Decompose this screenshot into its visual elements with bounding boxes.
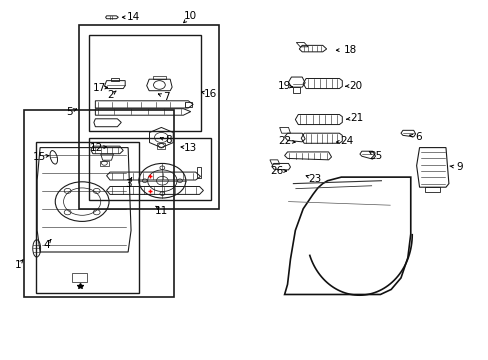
Text: 19: 19 [277, 81, 291, 91]
Bar [72, 273, 87, 282]
Bar [24, 110, 173, 297]
Text: 6: 6 [414, 132, 421, 142]
Text: 23: 23 [307, 174, 321, 184]
Bar [89, 138, 211, 200]
Text: 5: 5 [66, 107, 73, 117]
Bar [79, 25, 218, 209]
Text: 3: 3 [124, 179, 131, 189]
Bar [36, 142, 139, 293]
Text: 25: 25 [368, 150, 382, 161]
Text: 15: 15 [32, 152, 46, 162]
Text: 18: 18 [343, 45, 356, 55]
Text: 1: 1 [15, 260, 22, 270]
Text: 10: 10 [184, 11, 197, 21]
Text: 14: 14 [126, 12, 140, 22]
Text: 8: 8 [164, 135, 171, 145]
Text: 11: 11 [154, 206, 168, 216]
Bar [196, 167, 201, 178]
Text: 21: 21 [349, 113, 363, 123]
Text: 9: 9 [455, 162, 462, 172]
Bar [89, 35, 201, 131]
Text: 7: 7 [163, 92, 169, 102]
Text: 17: 17 [92, 83, 106, 93]
Text: 20: 20 [349, 81, 362, 91]
Text: 22: 22 [277, 136, 291, 146]
Text: 12: 12 [90, 143, 103, 153]
Bar [157, 143, 165, 149]
Text: 2: 2 [107, 90, 114, 100]
Text: 13: 13 [183, 143, 197, 153]
Text: 4: 4 [43, 240, 50, 250]
Text: 16: 16 [203, 89, 217, 99]
Bar [184, 102, 192, 107]
Text: 24: 24 [340, 136, 353, 146]
Text: 26: 26 [269, 166, 283, 176]
